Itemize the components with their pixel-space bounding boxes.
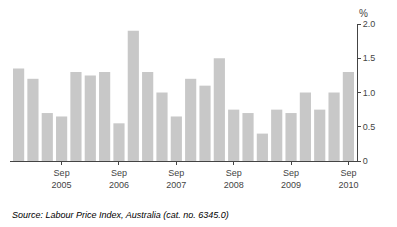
svg-text:Sep2005: Sep2005 <box>52 168 72 190</box>
svg-text:Source: Labour Price Index, Au: Source: Labour Price Index, Australia (c… <box>12 210 229 220</box>
svg-text:Sep2010: Sep2010 <box>338 168 358 190</box>
svg-text:Sep2009: Sep2009 <box>281 168 301 190</box>
svg-text:Sep2008: Sep2008 <box>224 168 244 190</box>
svg-text:Sep2006: Sep2006 <box>109 168 129 190</box>
svg-text:Sep2007: Sep2007 <box>166 168 186 190</box>
svg-text:1.0: 1.0 <box>363 88 376 98</box>
svg-text:%: % <box>359 8 368 19</box>
svg-text:1.5: 1.5 <box>363 53 376 63</box>
svg-text:0: 0 <box>363 156 368 166</box>
svg-text:0.5: 0.5 <box>363 122 376 132</box>
svg-text:2.0: 2.0 <box>363 19 376 29</box>
